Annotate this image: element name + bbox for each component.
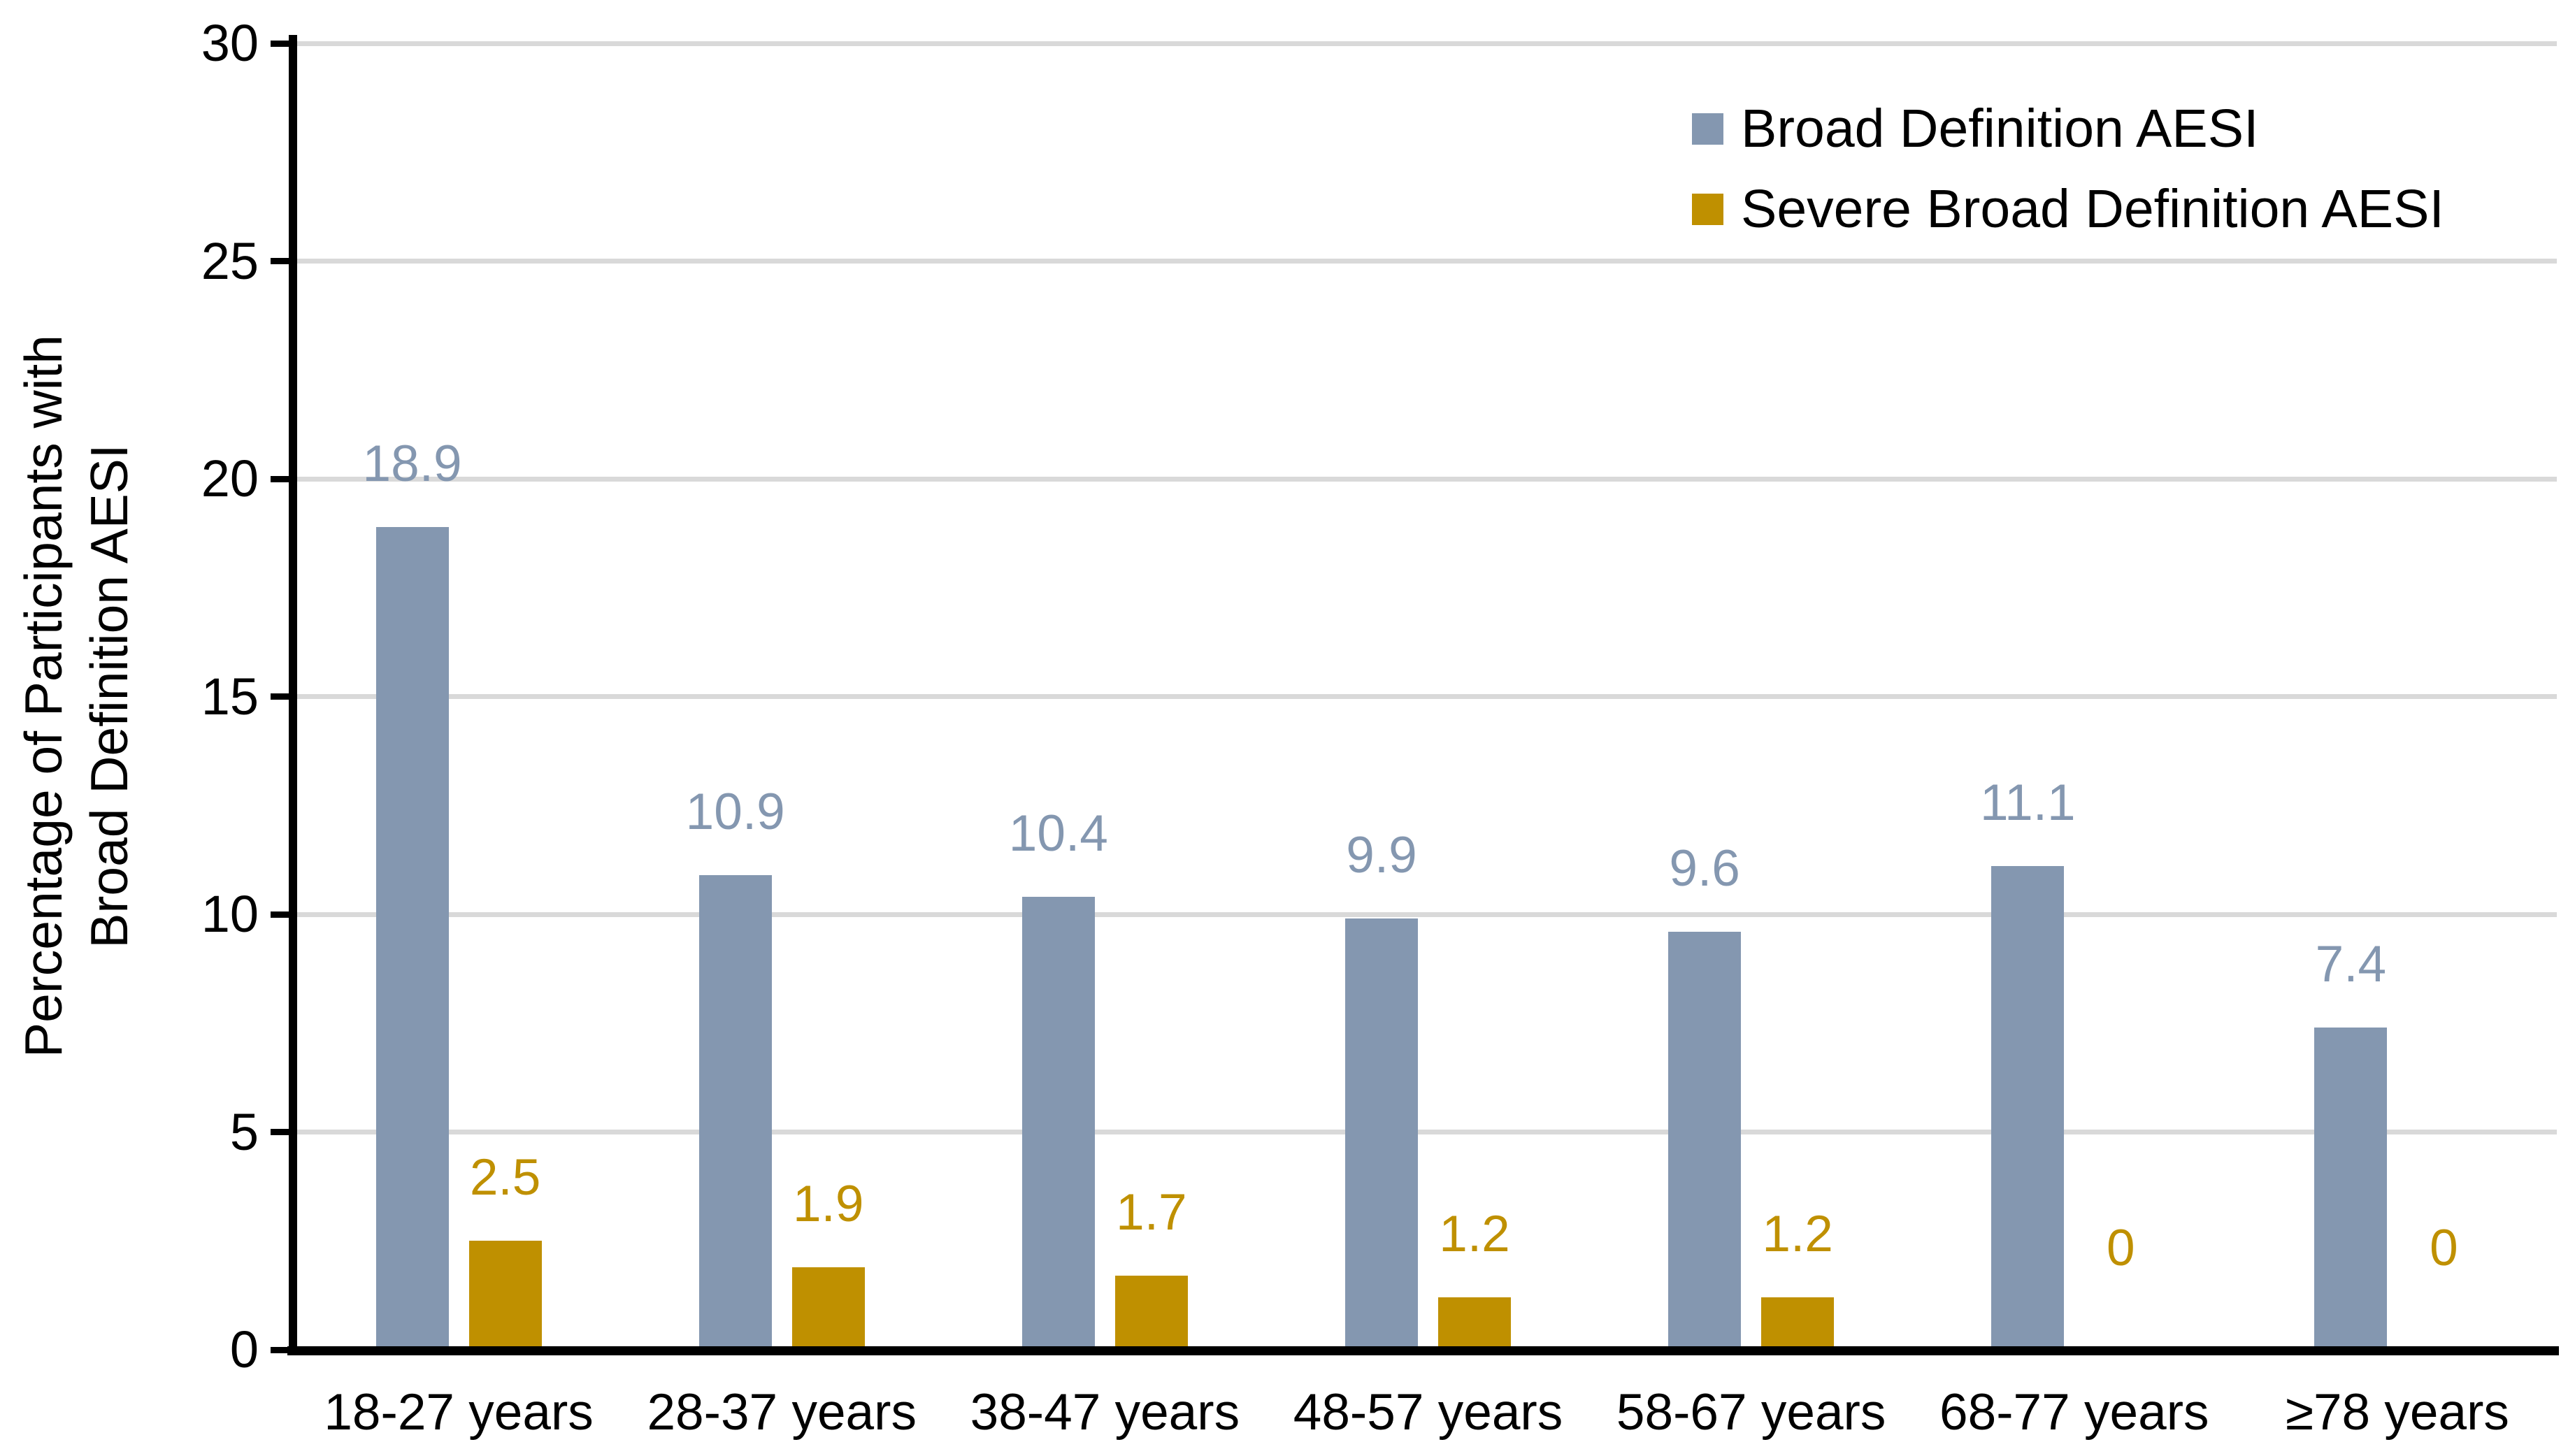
- legend: Broad Definition AESI Severe Broad Defini…: [1692, 89, 2444, 250]
- y-tick-label-0: 0: [229, 1320, 259, 1378]
- x-category-label: 48-57 years: [1293, 1384, 1563, 1441]
- legend-item-broad: Broad Definition AESI: [1692, 89, 2444, 169]
- bar-label-broad: 18.9: [362, 435, 462, 492]
- bar-broad-aesi: [1668, 931, 1742, 1350]
- bar-label-severe: 1.9: [792, 1175, 864, 1232]
- gridline-y20: [297, 476, 2557, 482]
- bar-severe-aesi: [468, 1241, 542, 1350]
- bar-label-broad: 10.9: [685, 783, 785, 840]
- bar-broad-aesi: [2314, 1027, 2388, 1350]
- bar-broad-aesi: [698, 874, 772, 1350]
- legend-swatch-icon: [1692, 194, 1723, 225]
- x-category-label: 68-77 years: [1939, 1384, 2209, 1441]
- bar-broad-aesi: [375, 526, 449, 1350]
- gridline-y5: [297, 1130, 2557, 1134]
- y-axis-tick-10: [271, 911, 297, 918]
- gridline-y25: [297, 259, 2557, 264]
- legend-swatch-icon: [1692, 113, 1723, 145]
- legend-label: Broad Definition AESI: [1741, 99, 2259, 159]
- bar-label-severe: 2.5: [469, 1149, 541, 1206]
- bar-label-severe: 0: [2430, 1220, 2458, 1276]
- bar-label-broad: 9.9: [1346, 827, 1417, 884]
- plot-area: 18.9 2.5 10.9 1.9 10.4 1.7 9.9 1.2 9.6 1.2 11.1 0 7.…: [297, 41, 2559, 1350]
- y-tick-label-30: 30: [201, 14, 259, 72]
- x-category-label: 38-47 years: [970, 1384, 1240, 1441]
- bar-label-severe: 1.2: [1439, 1206, 1510, 1263]
- bar-label-broad: 11.1: [1979, 774, 2076, 832]
- bar-broad-aesi: [1991, 866, 2065, 1350]
- x-category-label: ≥78 years: [2285, 1384, 2509, 1441]
- y-axis-tick-20: [271, 475, 297, 482]
- x-axis-line: [287, 1346, 2559, 1355]
- bar-severe-aesi: [1438, 1297, 1511, 1350]
- y-tick-label-5: 5: [229, 1102, 259, 1161]
- y-axis-tick-30: [271, 40, 297, 47]
- bar-broad-aesi: [1345, 918, 1418, 1350]
- y-axis-tick-0: [271, 1346, 297, 1353]
- y-axis-tick-5: [271, 1129, 297, 1135]
- bar-label-severe: 1.7: [1116, 1184, 1187, 1241]
- y-tick-label-10: 10: [201, 885, 259, 943]
- bar-label-broad: 7.4: [2315, 935, 2387, 993]
- bar-severe-aesi: [791, 1267, 865, 1350]
- bar-label-broad: 9.6: [1669, 839, 1740, 897]
- x-category-label: 58-67 years: [1616, 1384, 1886, 1441]
- legend-item-severe: Severe Broad Definition AESI: [1692, 169, 2444, 250]
- bar-label-severe: 0: [2106, 1220, 2135, 1276]
- y-axis-tick-25: [271, 258, 297, 264]
- y-tick-label-20: 20: [201, 449, 259, 507]
- bar-broad-aesi: [1021, 897, 1095, 1350]
- x-category-label: 28-37 years: [647, 1384, 917, 1441]
- y-tick-label-25: 25: [201, 231, 259, 290]
- gridline-y15: [297, 694, 2557, 699]
- gridline-y30: [297, 41, 2557, 46]
- legend-label: Severe Broad Definition AESI: [1741, 179, 2444, 239]
- bar-label-broad: 10.4: [1008, 805, 1108, 863]
- bar-label-severe: 1.2: [1762, 1206, 1833, 1263]
- x-category-label: 18-27 years: [324, 1384, 594, 1441]
- gridline-y10: [297, 911, 2557, 917]
- bar-severe-aesi: [1761, 1297, 1835, 1350]
- y-tick-label-15: 15: [201, 667, 259, 726]
- bar-severe-aesi: [1114, 1276, 1188, 1350]
- y-axis-title-line1: Percentage of Participants with: [14, 335, 73, 1058]
- y-axis-tick-15: [271, 693, 297, 700]
